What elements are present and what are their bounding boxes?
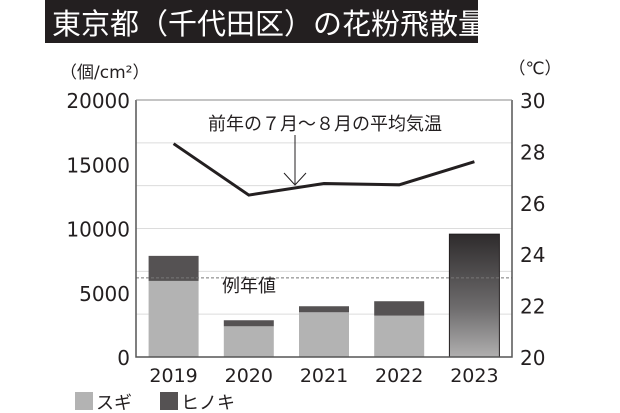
legend-label-hinoki: ヒノキ <box>181 393 235 413</box>
right-tick-label: 26 <box>520 192 545 216</box>
x-tick-label: 2023 <box>450 365 498 387</box>
bar-hinoki <box>299 306 349 313</box>
right-axis-unit: （℃） <box>508 59 561 79</box>
bar-sugi <box>223 326 274 357</box>
left-axis-unit: （個/cm²） <box>60 63 149 83</box>
x-tick-label: 2021 <box>300 365 348 387</box>
reference-label: 例年値 <box>222 276 276 297</box>
legend: スギ ヒノキ <box>75 392 235 413</box>
left-tick-label: 10000 <box>66 218 130 242</box>
bar-hinoki <box>148 255 199 281</box>
annotation-text: 前年の７月〜８月の平均気温 <box>208 114 442 135</box>
plot-frame <box>135 100 513 358</box>
left-tick-label: 5000 <box>79 282 130 306</box>
bar-hinoki <box>223 320 274 327</box>
x-tick-label: 2019 <box>149 365 197 387</box>
bar-hinoki <box>374 301 425 316</box>
bar-forecast <box>448 233 500 358</box>
temperature-line <box>172 142 475 197</box>
right-tick-label: 20 <box>520 346 545 370</box>
bar-sugi <box>299 312 349 357</box>
right-tick-label: 28 <box>520 140 545 164</box>
left-tick-label: 15000 <box>66 153 130 177</box>
left-tick-label: 0 <box>117 346 130 370</box>
right-tick-label: 22 <box>520 295 545 319</box>
legend-swatch-hinoki <box>160 392 178 410</box>
bar-sugi <box>374 315 425 357</box>
bar-sugi <box>148 280 199 357</box>
x-tick-label: 2020 <box>225 365 273 387</box>
title-bar <box>45 0 478 43</box>
annotation-arrowhead <box>283 172 307 186</box>
x-tick-label: 2022 <box>375 365 423 387</box>
legend-swatch-sugi <box>75 392 93 410</box>
chart-title: 東京都（千代田区）の花粉飛散量予測 <box>52 7 545 41</box>
right-tick-label: 24 <box>520 243 545 267</box>
legend-label-sugi: スギ <box>96 393 132 413</box>
left-tick-label: 20000 <box>66 89 130 113</box>
right-tick-label: 30 <box>520 89 545 113</box>
